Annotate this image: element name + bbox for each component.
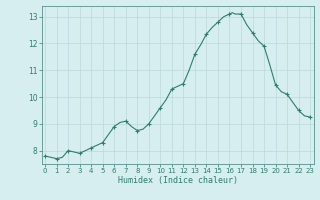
X-axis label: Humidex (Indice chaleur): Humidex (Indice chaleur) — [118, 176, 237, 185]
